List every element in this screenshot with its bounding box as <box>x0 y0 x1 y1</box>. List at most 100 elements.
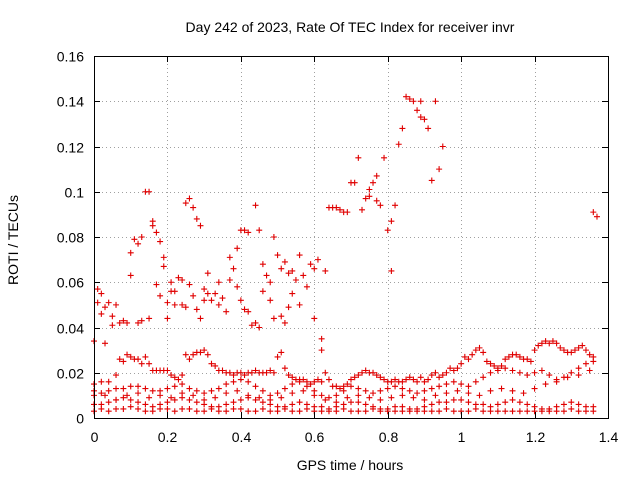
data-point-marker <box>138 234 145 240</box>
y-tick-label: 0.08 <box>57 230 84 246</box>
data-point-marker <box>322 369 329 376</box>
data-point-marker <box>454 365 461 372</box>
data-point-marker <box>362 195 369 202</box>
data-point-marker <box>292 276 299 283</box>
data-point-marker <box>149 218 156 225</box>
data-point-marker <box>425 376 432 383</box>
data-point-marker <box>586 367 593 374</box>
data-point-marker <box>201 347 208 354</box>
data-point-marker <box>197 349 204 356</box>
data-point-marker <box>384 227 391 234</box>
data-point-marker <box>281 258 288 265</box>
data-point-marker <box>168 279 175 286</box>
data-point-marker <box>267 367 274 374</box>
data-point-marker <box>120 394 127 401</box>
data-point-marker <box>113 385 120 392</box>
data-point-marker <box>120 405 127 412</box>
data-point-marker <box>480 408 487 415</box>
data-point-marker <box>105 408 112 415</box>
data-point-marker <box>527 358 534 365</box>
data-point-marker <box>113 301 120 308</box>
data-point-marker <box>344 381 351 388</box>
data-point-marker <box>105 378 112 385</box>
data-point-marker <box>582 360 589 367</box>
data-point-marker <box>157 292 164 299</box>
data-point-marker <box>175 274 182 281</box>
scatter-series-2 <box>91 338 597 392</box>
data-point-marker <box>241 306 248 313</box>
data-point-marker <box>289 290 296 297</box>
data-point-marker <box>179 405 186 412</box>
data-point-marker <box>325 394 332 401</box>
data-point-marker <box>425 125 432 132</box>
data-point-marker <box>351 179 358 186</box>
data-point-marker <box>542 381 549 388</box>
data-point-marker <box>113 396 120 403</box>
data-point-marker <box>318 408 325 415</box>
data-point-marker <box>568 399 575 406</box>
data-point-marker <box>333 392 340 399</box>
data-point-marker <box>436 399 443 406</box>
data-point-marker <box>212 394 219 401</box>
data-point-marker <box>186 396 193 403</box>
data-point-marker <box>164 367 171 374</box>
data-point-marker <box>333 399 340 406</box>
data-point-marker <box>234 245 241 252</box>
data-point-marker <box>362 367 369 374</box>
data-point-marker <box>535 342 542 349</box>
data-point-marker <box>388 267 395 274</box>
data-point-marker <box>94 286 101 293</box>
data-point-marker <box>193 215 200 222</box>
data-point-marker <box>322 396 329 403</box>
data-point-marker <box>142 385 149 392</box>
data-point-marker <box>450 367 457 374</box>
data-point-marker <box>281 319 288 326</box>
data-point-marker <box>355 372 362 379</box>
data-point-marker <box>575 372 582 379</box>
data-point-marker <box>498 362 505 369</box>
data-point-marker <box>190 351 197 358</box>
data-point-marker <box>403 376 410 383</box>
data-point-marker <box>560 408 567 415</box>
data-point-marker <box>318 378 325 385</box>
data-point-marker <box>362 401 369 408</box>
data-point-marker <box>157 405 164 412</box>
data-point-marker <box>281 385 288 392</box>
data-point-marker <box>516 408 523 415</box>
data-point-marker <box>395 141 402 148</box>
data-point-marker <box>381 154 388 161</box>
data-point-marker <box>171 374 178 381</box>
data-point-marker <box>102 340 109 347</box>
data-point-marker <box>296 408 303 415</box>
data-point-marker <box>311 378 318 385</box>
x-tick-label: 0.6 <box>305 429 325 445</box>
data-point-marker <box>546 408 553 415</box>
data-point-marker <box>186 356 193 363</box>
data-point-marker <box>237 405 244 412</box>
data-point-marker <box>307 381 314 388</box>
data-point-marker <box>359 206 366 213</box>
data-point-marker <box>513 351 520 358</box>
data-point-marker <box>450 396 457 403</box>
data-point-marker <box>314 256 321 263</box>
data-point-marker <box>399 392 406 399</box>
data-point-marker <box>359 369 366 376</box>
data-point-marker <box>421 116 428 123</box>
data-point-marker <box>259 405 266 412</box>
data-point-marker <box>340 387 347 394</box>
data-point-marker <box>157 238 164 245</box>
data-point-marker <box>285 270 292 277</box>
data-point-marker <box>289 401 296 408</box>
data-point-marker <box>160 263 167 270</box>
data-point-marker <box>590 358 597 365</box>
data-point-marker <box>355 408 362 415</box>
data-point-marker <box>428 385 435 392</box>
data-point-marker <box>469 351 476 358</box>
data-point-marker <box>502 399 509 406</box>
data-point-marker <box>542 338 549 345</box>
data-point-marker <box>546 340 553 347</box>
data-point-marker <box>274 408 281 415</box>
data-point-marker <box>560 347 567 354</box>
data-point-marker <box>267 408 274 415</box>
data-point-marker <box>179 390 186 397</box>
